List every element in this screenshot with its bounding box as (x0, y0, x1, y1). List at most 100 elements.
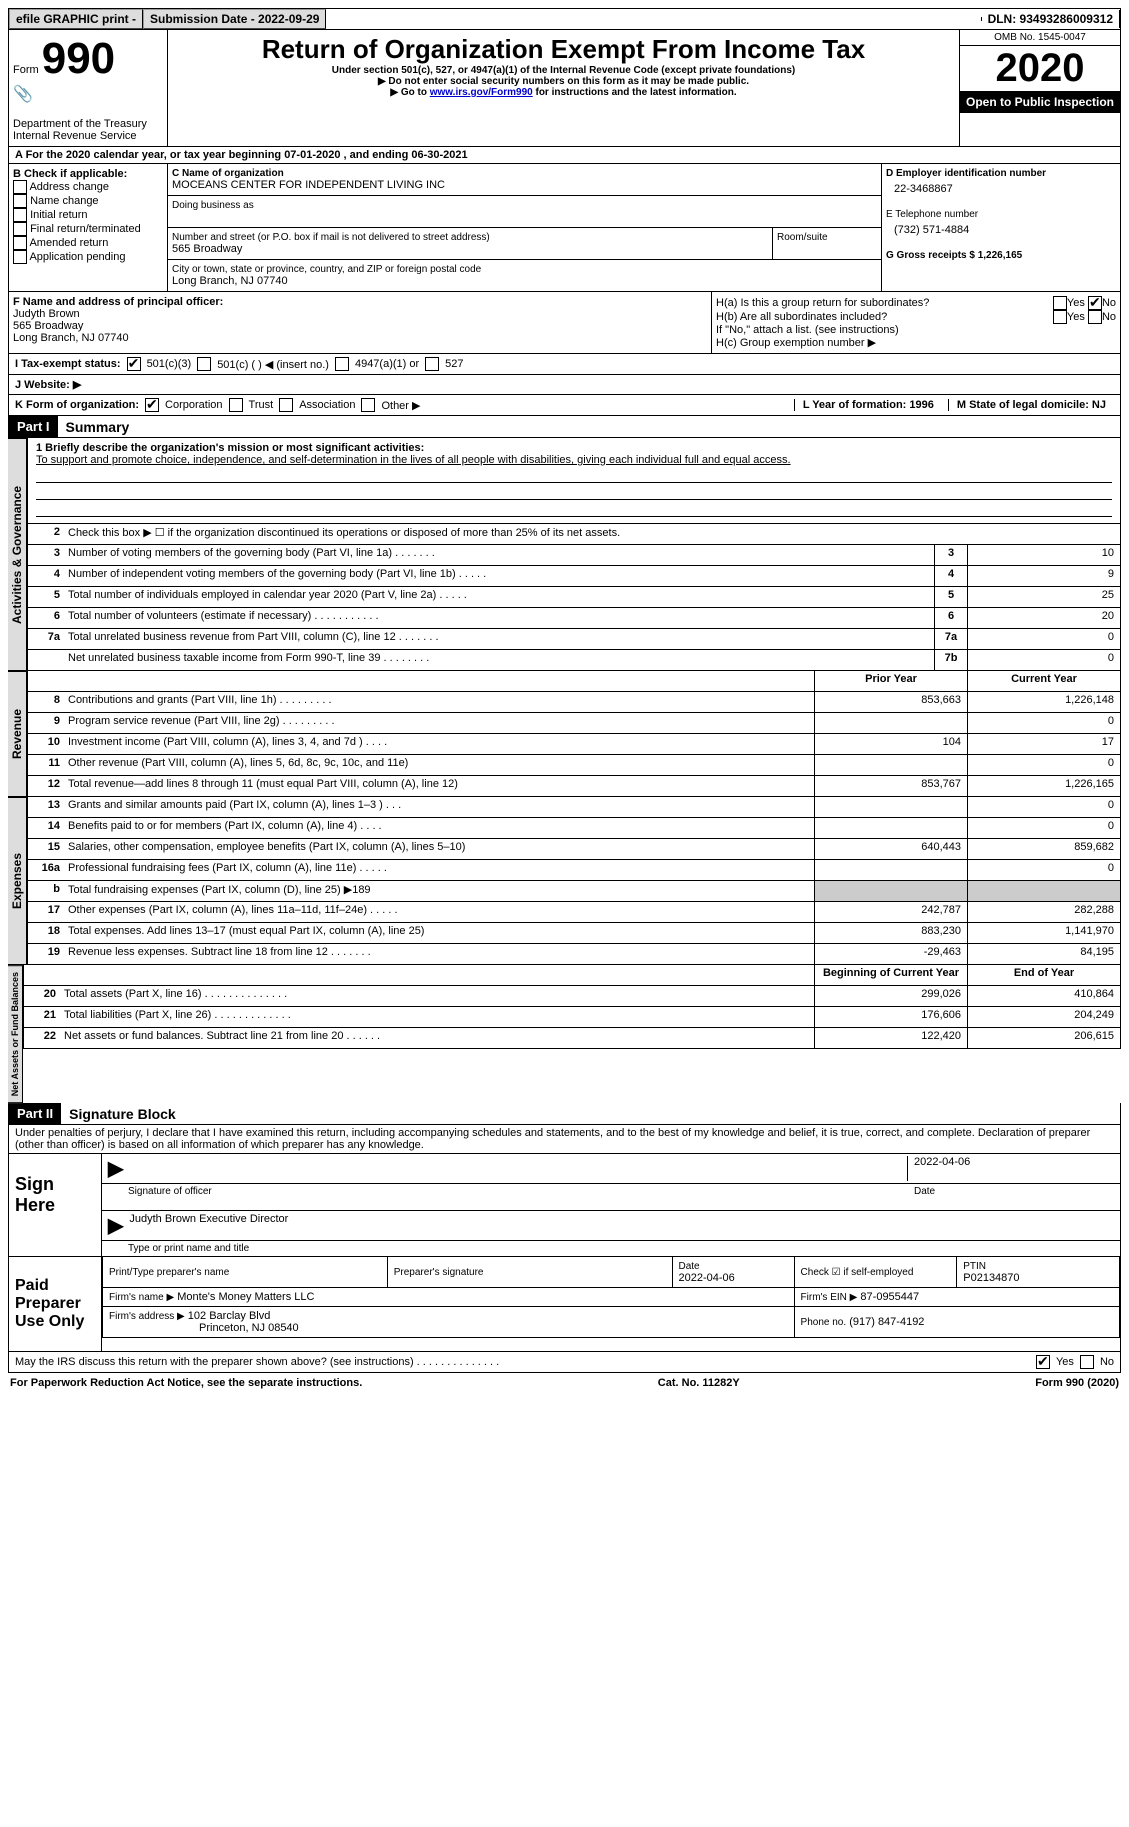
assoc-checkbox[interactable] (279, 398, 293, 412)
sec-b-item: Application pending (13, 250, 163, 264)
trust-checkbox[interactable] (229, 398, 243, 412)
line-desc: Number of voting members of the governin… (64, 545, 934, 565)
current-value: 17 (967, 734, 1120, 754)
checkbox[interactable] (13, 194, 27, 208)
sign-here-label: Sign Here (9, 1154, 102, 1256)
line-desc: Professional fundraising fees (Part IX, … (64, 860, 814, 880)
firm-addr1: 102 Barclay Blvd (188, 1310, 271, 1322)
checkbox[interactable] (13, 208, 27, 222)
dln: DLN: 93493286009312 (982, 10, 1120, 28)
open-inspection: Open to Public Inspection (960, 91, 1120, 113)
ptin-label: PTIN (963, 1261, 986, 1272)
room-label: Room/suite (777, 232, 877, 243)
discuss-yes-checkbox[interactable] (1036, 1355, 1050, 1369)
g-label: G Gross receipts $ 1,226,165 (886, 250, 1116, 261)
4947-checkbox[interactable] (335, 357, 349, 371)
form-header: Form 990 📎 Department of the Treasury In… (8, 30, 1121, 147)
501c-checkbox[interactable] (197, 357, 211, 371)
line-desc: Contributions and grants (Part VIII, lin… (64, 692, 814, 712)
dept-treasury: Department of the Treasury Internal Reve… (13, 118, 163, 142)
line-value: 25 (967, 587, 1120, 607)
hb-yes-checkbox[interactable] (1053, 310, 1067, 324)
prior-value (814, 881, 967, 901)
hb-no-checkbox[interactable] (1088, 310, 1102, 324)
prior-value: 299,026 (814, 986, 967, 1006)
d-label: D Employer identification number (886, 168, 1116, 179)
line-desc: Investment income (Part VIII, column (A)… (64, 734, 814, 754)
tax-year: 2020 (960, 46, 1120, 91)
prior-value (814, 797, 967, 817)
prior-value: 122,420 (814, 1028, 967, 1048)
prior-value (814, 713, 967, 733)
q1-label: 1 Briefly describe the organization's mi… (36, 442, 1112, 454)
line-value: 20 (967, 608, 1120, 628)
self-emp-label: Check ☑ if self-employed (801, 1267, 914, 1278)
part1-header: Part I Summary (8, 416, 1121, 438)
efile-print-button[interactable]: efile GRAPHIC print - (9, 9, 143, 29)
discuss-no-checkbox[interactable] (1080, 1355, 1094, 1369)
form-subtitle: Under section 501(c), 527, or 4947(a)(1)… (172, 65, 955, 76)
col-end: End of Year (967, 965, 1120, 985)
prior-value: 242,787 (814, 902, 967, 922)
form-note1: ▶ Do not enter social security numbers o… (172, 76, 955, 87)
checkbox[interactable] (13, 180, 27, 194)
row-klm: K Form of organization: Corporation Trus… (8, 395, 1121, 416)
current-value: 84,195 (967, 944, 1120, 964)
row-a-period: A For the 2020 calendar year, or tax yea… (8, 147, 1121, 164)
prior-value: 853,767 (814, 776, 967, 796)
prior-value (814, 755, 967, 775)
hc-label: H(c) Group exemption number ▶ (716, 336, 1116, 349)
firm-name: Monte's Money Matters LLC (177, 1291, 314, 1303)
current-value: 859,682 (967, 839, 1120, 859)
irs-link[interactable]: www.irs.gov/Form990 (430, 87, 533, 98)
state-domicile: M State of legal domicile: NJ (948, 399, 1114, 411)
checkbox[interactable] (13, 236, 27, 250)
submission-date: Submission Date - 2022-09-29 (143, 9, 326, 29)
sig-date: 2022-04-06 (907, 1156, 1114, 1181)
current-value: 0 (967, 860, 1120, 880)
sec-b-item: Final return/terminated (13, 222, 163, 236)
501c3-checkbox[interactable] (127, 357, 141, 371)
ha-yes-checkbox[interactable] (1053, 296, 1067, 310)
row-j-website: J Website: ▶ (8, 375, 1121, 395)
c-label: C Name of organization (172, 168, 877, 179)
prep-sig-label: Preparer's signature (394, 1267, 484, 1278)
type-name-label: Type or print name and title (102, 1241, 1120, 1256)
ha-no-checkbox[interactable] (1088, 296, 1102, 310)
prior-value (814, 818, 967, 838)
line-desc: Total number of volunteers (estimate if … (64, 608, 934, 628)
tab-netassets: Net Assets or Fund Balances (8, 965, 23, 1103)
corp-checkbox[interactable] (145, 398, 159, 412)
footer-mid: Cat. No. 11282Y (658, 1377, 740, 1389)
hb-label: H(b) Are all subordinates included? (716, 311, 887, 323)
col-begin: Beginning of Current Year (814, 965, 967, 985)
527-checkbox[interactable] (425, 357, 439, 371)
checkbox[interactable] (13, 222, 27, 236)
line-desc: Total fundraising expenses (Part IX, col… (64, 881, 814, 901)
line-desc: Other revenue (Part VIII, column (A), li… (64, 755, 814, 775)
prior-value: 853,663 (814, 692, 967, 712)
checkbox[interactable] (13, 250, 27, 264)
omb-number: OMB No. 1545-0047 (960, 30, 1120, 46)
mission-text: To support and promote choice, independe… (36, 454, 1112, 466)
firm-ein: 87-0955447 (860, 1291, 919, 1303)
discuss-row: May the IRS discuss this return with the… (8, 1352, 1121, 1373)
top-bar: efile GRAPHIC print - Submission Date - … (8, 8, 1121, 30)
sec-b-item: Name change (13, 194, 163, 208)
form-note2: ▶ Go to www.irs.gov/Form990 for instruct… (172, 87, 955, 98)
hb-note: If "No," attach a list. (see instruction… (716, 324, 1116, 336)
line-desc: Total expenses. Add lines 13–17 (must eq… (64, 923, 814, 943)
prior-value: 176,606 (814, 1007, 967, 1027)
current-value: 282,288 (967, 902, 1120, 922)
line-desc: Salaries, other compensation, employee b… (64, 839, 814, 859)
form-title: Return of Organization Exempt From Incom… (172, 34, 955, 65)
prep-date-label: Date (679, 1261, 700, 1272)
current-value (967, 881, 1120, 901)
sec-b-item: Address change (13, 180, 163, 194)
tab-revenue: Revenue (8, 671, 27, 797)
prep-name-label: Print/Type preparer's name (109, 1267, 229, 1278)
firm-addr2: Princeton, NJ 08540 (109, 1322, 299, 1334)
current-value: 206,615 (967, 1028, 1120, 1048)
ein: 22-3468867 (894, 183, 1116, 195)
other-checkbox[interactable] (361, 398, 375, 412)
